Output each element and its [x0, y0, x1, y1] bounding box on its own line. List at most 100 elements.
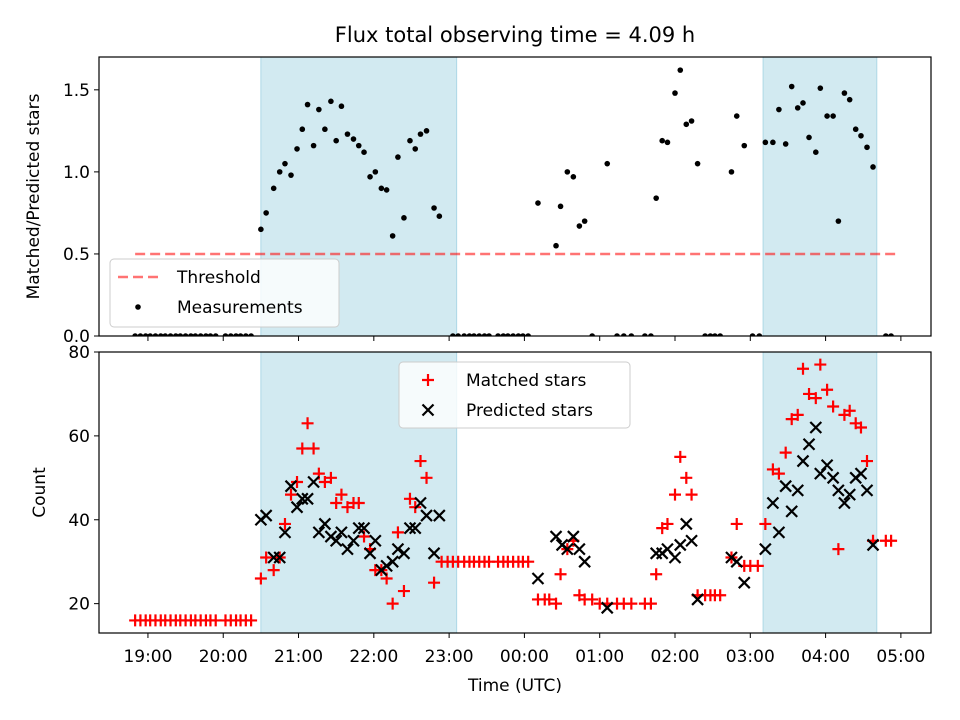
measurement-point [576, 223, 583, 229]
measurement-point [604, 160, 611, 167]
predicted-star-marker [357, 521, 371, 535]
measurement-point [378, 185, 385, 192]
measurement-point [481, 333, 488, 336]
predicted-star-marker [363, 547, 377, 560]
legend-predicted-label: Predicted stars [466, 401, 593, 421]
predicted-star-marker [809, 421, 823, 434]
measurement-point [132, 333, 138, 336]
predicted-star-marker [680, 517, 693, 531]
bottom-y-axis-label: Count [30, 467, 50, 518]
matched-star-marker [267, 564, 280, 577]
measurement-point [294, 146, 300, 152]
measurement-point [455, 333, 461, 336]
measurement-point [207, 333, 214, 336]
matched-star-marker [785, 413, 798, 426]
measurement-point [672, 90, 678, 96]
measurement-point [500, 333, 507, 336]
measurement-point [782, 141, 789, 147]
matched-star-marker [766, 463, 779, 476]
predicted-star-marker [779, 479, 792, 493]
matched-star-marker [669, 488, 681, 501]
predicted-star-marker [843, 488, 856, 501]
measurement-point [383, 187, 390, 193]
matched-star-marker [885, 534, 898, 547]
predicted-star-marker [832, 484, 845, 497]
predicted-star-marker [341, 542, 354, 556]
predicted-star-marker [397, 547, 411, 560]
measurement-point [564, 169, 571, 175]
predicted-star-marker [414, 496, 427, 510]
measurement-point [237, 333, 244, 336]
predicted-star-marker [403, 521, 417, 535]
top-axes-frame [98, 56, 932, 337]
measurement-point [712, 333, 718, 336]
bottom-y-tick-label: 40 [68, 511, 90, 531]
measurement-point [350, 136, 357, 142]
matched-star-marker [827, 400, 840, 413]
matched-star-marker [644, 597, 657, 610]
measurement-point [197, 333, 204, 336]
measurement-point [333, 137, 339, 144]
x-tick-label: 01:00 [575, 647, 624, 667]
matched-star-marker [278, 517, 291, 530]
measurement-point [412, 146, 419, 152]
measurement-point [846, 96, 853, 103]
matched-star-marker [759, 517, 772, 530]
measurement-point [401, 215, 407, 221]
matched-star-marker [661, 517, 674, 530]
measurement-point [788, 83, 795, 90]
measurement-point [614, 333, 620, 336]
predicted-star-marker [860, 484, 874, 497]
predicted-star-marker [380, 559, 393, 573]
measurement-point [192, 333, 199, 336]
matched-star-marker [397, 585, 410, 598]
top-legend: Threshold Measurements [109, 258, 340, 328]
predicted-star-marker [826, 471, 840, 485]
predicted-star-marker [785, 505, 798, 518]
top-y-tick-label: 1.0 [63, 163, 90, 183]
measurement-point [212, 333, 219, 336]
measurement-point [361, 149, 367, 155]
x-tick-label: 23:00 [425, 647, 474, 667]
measurement-point [717, 333, 723, 336]
predicted-star-marker [347, 534, 360, 548]
predicted-star-marker [730, 555, 744, 568]
matched-star-marker [554, 568, 567, 581]
measurement-point [648, 333, 654, 336]
predicted-star-marker [335, 526, 348, 539]
predicted-star-marker [791, 484, 805, 497]
predicted-star-marker [802, 437, 816, 451]
measurement-point [702, 333, 708, 336]
measurement-point [733, 113, 740, 119]
measurement-point [864, 144, 870, 151]
matched-star-marker [821, 383, 834, 396]
measurement-point [471, 333, 477, 336]
measurement-point [310, 142, 317, 149]
legend-measurements-label: Measurements [177, 298, 303, 318]
top-panel: 0.0 0.5 1.0 1.5 Matched/Predicted stars Thres… [24, 56, 932, 347]
measurement-point [270, 185, 277, 192]
measurement-point [142, 333, 149, 336]
measurement-point [182, 333, 189, 336]
measurement-point [316, 106, 322, 113]
predicted-star-marker [759, 542, 772, 556]
matched-star-marker [414, 455, 427, 468]
measurement-point [852, 126, 859, 133]
predicted-star-marker [772, 526, 786, 539]
measurement-point [824, 113, 830, 119]
predicted-star-marker [567, 530, 580, 543]
matched-star-marker [680, 471, 693, 484]
predicted-star-marker [685, 534, 698, 548]
measurement-point [162, 333, 169, 336]
measurement-point [304, 101, 311, 108]
measurement-point [203, 333, 209, 336]
matched-star-marker [543, 593, 556, 606]
measurement-point [688, 118, 695, 124]
predicted-star-marker [329, 534, 343, 548]
measurement-point [450, 333, 456, 336]
matched-star-marker [730, 517, 743, 530]
measurement-point [841, 90, 848, 96]
matched-star-marker [751, 559, 764, 572]
measurement-point [817, 85, 824, 91]
measurement-point [417, 131, 424, 137]
